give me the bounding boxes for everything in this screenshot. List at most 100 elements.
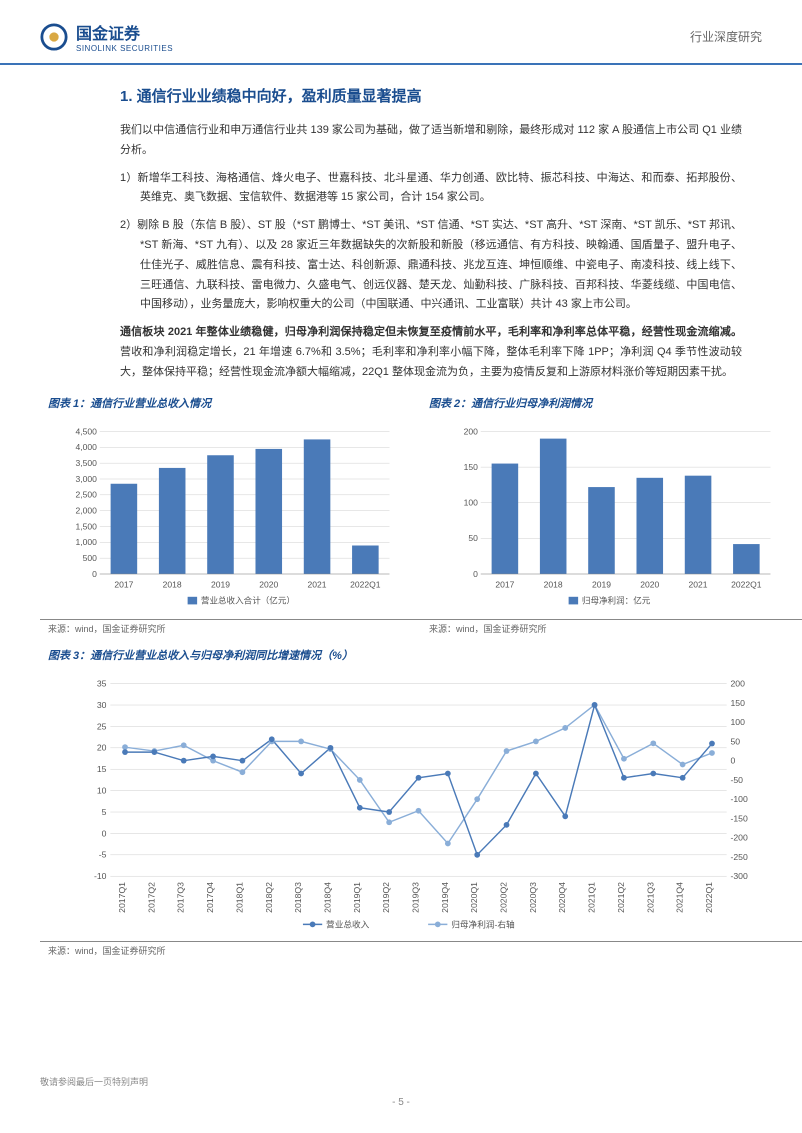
svg-text:营业总收入: 营业总收入 — [326, 918, 370, 929]
svg-text:归母净利润-右轴: 归母净利润-右轴 — [451, 918, 515, 929]
svg-text:0: 0 — [731, 755, 736, 765]
chart1-svg: 05001,0001,5002,0002,5003,0003,5004,0004… — [40, 422, 416, 612]
svg-text:归母净利润：亿元: 归母净利润：亿元 — [582, 594, 651, 605]
svg-text:2018Q3: 2018Q3 — [293, 881, 303, 912]
svg-text:2017Q2: 2017Q2 — [146, 881, 156, 912]
svg-text:2021Q3: 2021Q3 — [645, 881, 655, 912]
svg-text:25: 25 — [97, 721, 107, 731]
svg-text:0: 0 — [473, 568, 478, 578]
svg-text:-200: -200 — [731, 832, 749, 842]
svg-text:2020Q1: 2020Q1 — [469, 881, 479, 912]
chart1-title: 图表 1：通信行业营业总收入情况 — [40, 393, 421, 413]
svg-text:200: 200 — [731, 678, 746, 688]
svg-text:500: 500 — [83, 553, 98, 563]
svg-text:2,500: 2,500 — [76, 489, 98, 499]
chart3-container: 图表 3：通信行业营业总收入与归母净利润同比增速情况（%） -10-505101… — [40, 645, 802, 959]
chart2-container: 图表 2：通信行业归母净利润情况 05010015020020172018201… — [421, 393, 802, 637]
svg-text:1,000: 1,000 — [76, 537, 98, 547]
svg-text:-300: -300 — [731, 871, 749, 881]
svg-text:0: 0 — [102, 828, 107, 838]
svg-text:10: 10 — [97, 785, 107, 795]
svg-text:15: 15 — [97, 764, 107, 774]
chart1-source: 来源：wind，国金证券研究所 — [40, 619, 421, 637]
svg-text:2018Q4: 2018Q4 — [322, 881, 332, 912]
chart3-title: 图表 3：通信行业营业总收入与归母净利润同比增速情况（%） — [40, 645, 802, 665]
svg-text:-100: -100 — [731, 794, 749, 804]
svg-text:2017Q4: 2017Q4 — [205, 881, 215, 912]
svg-text:2017: 2017 — [114, 579, 133, 589]
svg-text:3,000: 3,000 — [76, 473, 98, 483]
chart1-container: 图表 1：通信行业营业总收入情况 0 500 1,000 1,500 2,000 2,50… — [40, 393, 421, 637]
summary-paragraph: 通信板块 2021 年整体业绩稳健，归母净利润保持稳定但未恢复至疫情前水平，毛利… — [120, 323, 742, 382]
chart3-area: -10-505101520253035-300-250-200-150-100-… — [40, 669, 802, 939]
chart1-area: 05001,0001,5002,0002,5003,0003,5004,0004… — [40, 417, 421, 617]
svg-text:2021Q1: 2021Q1 — [587, 881, 597, 912]
svg-text:2020: 2020 — [259, 579, 278, 589]
svg-text:2021Q4: 2021Q4 — [675, 881, 685, 912]
svg-text:2018: 2018 — [163, 579, 182, 589]
svg-text:2019Q4: 2019Q4 — [440, 881, 450, 912]
svg-text:2019: 2019 — [211, 579, 230, 589]
svg-text:2019Q2: 2019Q2 — [381, 881, 391, 912]
page: 国金证券 SINOLINK SECURITIES 行业深度研究 1. 通信行业业… — [0, 0, 802, 1133]
chart2-area: 050100150200201720182019202020212022Q1归母… — [421, 417, 802, 617]
section-title: 1. 通信行业业绩稳中向好，盈利质量显著提高 — [120, 85, 742, 106]
svg-text:2018: 2018 — [544, 579, 563, 589]
chart3-svg: -10-505101520253035-300-250-200-150-100-… — [40, 674, 797, 934]
svg-text:4,000: 4,000 — [76, 442, 98, 452]
svg-text:3,500: 3,500 — [76, 458, 98, 468]
content: 1. 通信行业业绩稳中向好，盈利质量显著提高 我们以中信通信行业和申万通信行业共… — [0, 65, 802, 959]
header-subtitle: 行业深度研究 — [690, 28, 762, 45]
svg-text:0: 0 — [92, 568, 97, 578]
svg-text:5: 5 — [102, 806, 107, 816]
chart2-source: 来源：wind，国金证券研究所 — [421, 619, 802, 637]
chart3-source: 来源：wind，国金证券研究所 — [40, 941, 802, 959]
summary-rest: 营收和净利润稳定增长，21 年增速 6.7%和 3.5%；毛利率和净利率小幅下降… — [120, 346, 742, 378]
header: 国金证券 SINOLINK SECURITIES 行业深度研究 — [0, 0, 802, 65]
svg-text:150: 150 — [731, 697, 746, 707]
logo-en: SINOLINK SECURITIES — [76, 44, 173, 53]
footer-note: 敬请参阅最后一页特别声明 — [40, 1075, 148, 1088]
svg-text:-150: -150 — [731, 813, 749, 823]
svg-text:-10: -10 — [94, 871, 107, 881]
svg-text:-5: -5 — [99, 849, 107, 859]
svg-text:2018Q2: 2018Q2 — [264, 881, 274, 912]
svg-text:2020Q4: 2020Q4 — [557, 881, 567, 912]
svg-text:2020: 2020 — [640, 579, 659, 589]
logo-cn: 国金证券 — [76, 20, 173, 44]
svg-text:2022Q1: 2022Q1 — [350, 579, 381, 589]
svg-text:2019Q3: 2019Q3 — [411, 881, 421, 912]
svg-text:150: 150 — [464, 462, 479, 472]
charts-row: 图表 1：通信行业营业总收入情况 0 500 1,000 1,500 2,000 2,50… — [40, 393, 802, 637]
svg-text:2019Q1: 2019Q1 — [352, 881, 362, 912]
svg-text:35: 35 — [97, 678, 107, 688]
svg-text:2022Q1: 2022Q1 — [731, 579, 762, 589]
svg-text:50: 50 — [731, 736, 741, 746]
svg-text:2022Q1: 2022Q1 — [704, 881, 714, 912]
footer: - 5 - — [0, 1097, 802, 1108]
page-number: - 5 - — [392, 1097, 410, 1108]
logo-text: 国金证券 SINOLINK SECURITIES — [76, 20, 173, 53]
svg-text:-50: -50 — [731, 774, 744, 784]
svg-text:1,500: 1,500 — [76, 521, 98, 531]
chart2-title: 图表 2：通信行业归母净利润情况 — [421, 393, 802, 413]
svg-text:20: 20 — [97, 742, 107, 752]
list-item-2: 2）剔除 B 股（东信 B 股）、ST 股（*ST 鹏博士、*ST 美讯、*ST… — [120, 216, 742, 315]
svg-text:营业总收入合计（亿元）: 营业总收入合计（亿元） — [201, 594, 295, 605]
svg-text:2,000: 2,000 — [76, 505, 98, 515]
svg-text:2017Q1: 2017Q1 — [117, 881, 127, 912]
svg-text:2017: 2017 — [495, 579, 514, 589]
svg-text:2021: 2021 — [689, 579, 708, 589]
svg-text:100: 100 — [731, 717, 746, 727]
svg-text:100: 100 — [464, 497, 479, 507]
svg-text:2021Q2: 2021Q2 — [616, 881, 626, 912]
intro-paragraph: 我们以中信通信行业和申万通信行业共 139 家公司为基础，做了适当新增和剔除，最… — [120, 121, 742, 161]
svg-text:2021: 2021 — [308, 579, 327, 589]
list-item-1: 1）新增华工科技、海格通信、烽火电子、世嘉科技、北斗星通、华力创通、欧比特、振芯… — [120, 169, 742, 209]
logo-icon — [40, 23, 68, 51]
svg-text:2020Q2: 2020Q2 — [499, 881, 509, 912]
svg-text:2019: 2019 — [592, 579, 611, 589]
logo: 国金证券 SINOLINK SECURITIES — [40, 20, 173, 53]
svg-text:-250: -250 — [731, 851, 749, 861]
chart2-svg: 050100150200201720182019202020212022Q1归母… — [421, 422, 797, 612]
